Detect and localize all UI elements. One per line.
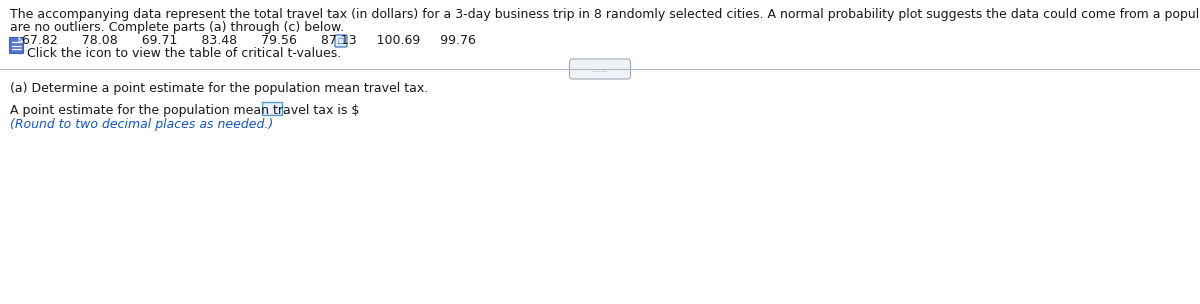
Text: Click the icon to view the table of critical t-values.: Click the icon to view the table of crit… — [28, 47, 341, 60]
Text: are no outliers. Complete parts (a) through (c) below.: are no outliers. Complete parts (a) thro… — [10, 21, 344, 34]
Text: .....: ..... — [587, 64, 613, 74]
Text: .: . — [283, 104, 287, 117]
Text: A point estimate for the population mean travel tax is $: A point estimate for the population mean… — [10, 104, 359, 117]
FancyBboxPatch shape — [262, 102, 282, 115]
FancyBboxPatch shape — [570, 59, 630, 79]
Text: 67.82      78.08      69.71      83.48      79.56      87.13     100.69     99.7: 67.82 78.08 69.71 83.48 79.56 87.13 100.… — [10, 34, 476, 47]
Text: □: □ — [337, 38, 344, 44]
FancyBboxPatch shape — [335, 35, 347, 47]
Text: (a) Determine a point estimate for the population mean travel tax.: (a) Determine a point estimate for the p… — [10, 82, 428, 95]
Text: The accompanying data represent the total travel tax (in dollars) for a 3-day bu: The accompanying data represent the tota… — [10, 8, 1200, 21]
Text: (Round to two decimal places as needed.): (Round to two decimal places as needed.) — [10, 118, 274, 131]
FancyBboxPatch shape — [10, 37, 24, 54]
